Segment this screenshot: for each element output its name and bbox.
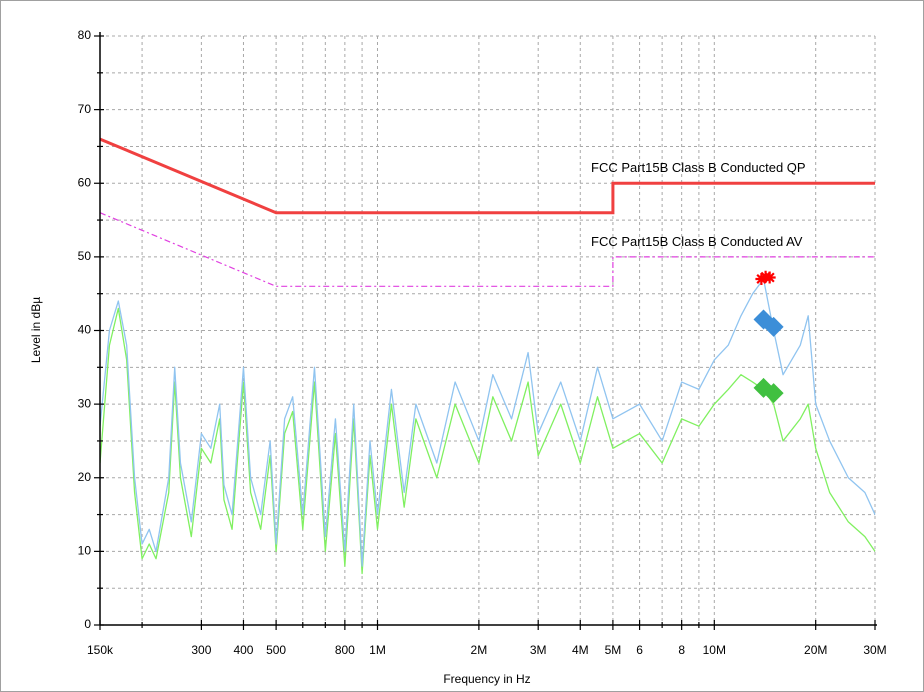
y-tick-label: 70 [78, 102, 92, 116]
y-tick-label: 20 [78, 470, 92, 484]
star-marker [755, 272, 768, 285]
y-tick-label: 50 [78, 249, 92, 263]
y-axis-label: Level in dBµ [29, 297, 43, 363]
plot-area: FCC Part15B Class B Conducted QP FCC Part… [100, 137, 876, 575]
limit-label: FCC Part15B Class B Conducted QP [591, 160, 806, 175]
x-tick-label: 400 [233, 643, 253, 657]
x-tick-label: 20M [804, 643, 827, 657]
x-tick-label: 500 [266, 643, 286, 657]
x-tick-label: 30M [863, 643, 886, 657]
x-tick-label: 150k [87, 643, 114, 657]
diamond-marker [763, 316, 784, 337]
x-tick-label: 2M [471, 643, 488, 657]
y-tick-label: 80 [78, 28, 92, 42]
star-marker [763, 271, 776, 284]
y-tick-label: 0 [84, 617, 91, 631]
x-tick-label: 8 [678, 643, 685, 657]
y-tick-label: 40 [78, 323, 92, 337]
limit-line [100, 137, 875, 215]
limit-line [100, 212, 875, 287]
x-tick-label: 4M [572, 643, 589, 657]
x-tick-label: 3M [530, 643, 547, 657]
x-axis-label: Frequency in Hz [443, 672, 530, 686]
x-tick-label: 800 [335, 643, 355, 657]
x-tick-label: 10M [703, 643, 726, 657]
grid [99, 35, 876, 626]
spectrum-line [100, 278, 876, 567]
y-tick-label: 30 [78, 396, 92, 410]
x-tick-label: 6 [636, 643, 643, 657]
y-tick-label: 60 [78, 175, 92, 189]
spectrum-line [100, 307, 876, 575]
y-tick-label: 10 [78, 544, 92, 558]
axes: 0 10 20 30 40 50 60 70 80 150k 300 400 500 800 1M 2M 3M 4… [78, 28, 887, 657]
x-tick-label: 1M [369, 643, 386, 657]
diamond-marker [763, 383, 784, 404]
limit-label: FCC Part15B Class B Conducted AV [591, 234, 803, 249]
x-tick-label: 5M [605, 643, 622, 657]
x-tick-label: 300 [191, 643, 211, 657]
